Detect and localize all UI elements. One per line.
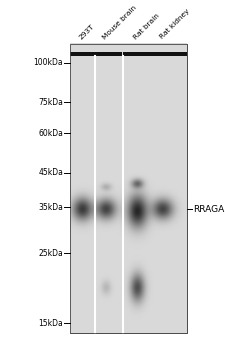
Bar xyxy=(95,52,122,56)
Bar xyxy=(70,52,95,56)
Bar xyxy=(73,44,91,333)
Bar xyxy=(70,44,187,333)
Text: 60kDa: 60kDa xyxy=(38,128,63,138)
Bar xyxy=(95,52,122,56)
Bar xyxy=(123,52,187,56)
Text: Rat brain: Rat brain xyxy=(133,12,161,40)
Bar xyxy=(70,44,187,333)
Bar xyxy=(97,44,115,333)
Text: Rat kidney: Rat kidney xyxy=(158,8,190,40)
Text: Mouse brain: Mouse brain xyxy=(102,4,138,40)
Text: 293T: 293T xyxy=(78,23,95,40)
Text: 45kDa: 45kDa xyxy=(38,168,63,177)
Bar xyxy=(128,44,146,333)
Text: 15kDa: 15kDa xyxy=(38,319,63,328)
Text: 35kDa: 35kDa xyxy=(38,203,63,211)
Text: 100kDa: 100kDa xyxy=(34,58,63,67)
Bar xyxy=(123,52,187,56)
Text: RRAGA: RRAGA xyxy=(193,204,224,214)
Text: 75kDa: 75kDa xyxy=(38,98,63,107)
Bar xyxy=(70,52,95,56)
Bar xyxy=(152,44,173,333)
Text: 25kDa: 25kDa xyxy=(38,249,63,258)
